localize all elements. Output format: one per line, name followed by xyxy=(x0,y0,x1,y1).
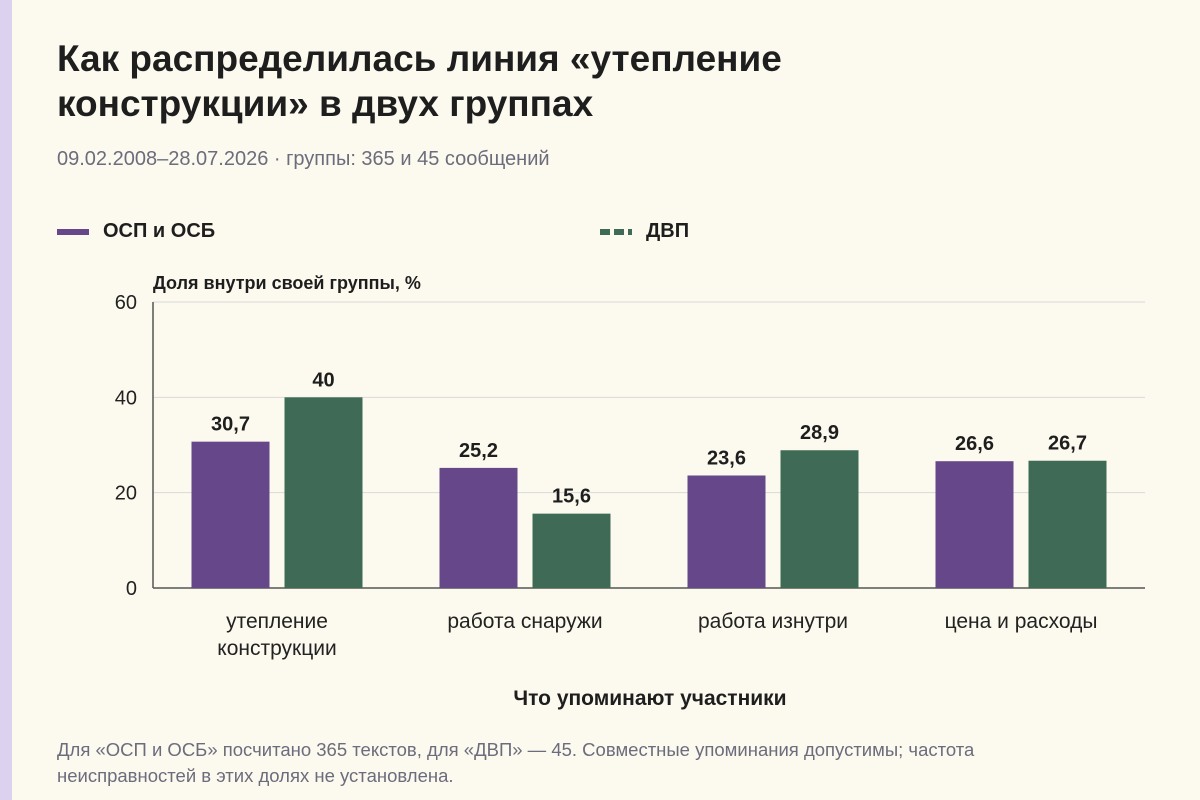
data-label: 23,6 xyxy=(707,448,746,470)
data-label: 28,9 xyxy=(800,422,839,444)
x-tick-label: работа снаружи xyxy=(447,610,602,633)
x-tick-label: работа изнутри xyxy=(698,610,848,633)
x-tick-label: утепление xyxy=(226,610,328,633)
data-label: 30,7 xyxy=(211,414,250,436)
bar-series-2-1 xyxy=(284,397,363,588)
x-axis-title: Что упоминают участники xyxy=(513,687,787,710)
legend-swatch-series-a xyxy=(57,228,89,235)
legend-label-series-a: ОСП и ОСБ xyxy=(103,220,216,242)
y-axis-title: Доля внутри своей группы, % xyxy=(153,273,421,293)
legend-swatch-series-b xyxy=(600,228,632,235)
y-tick-label: 60 xyxy=(115,292,137,314)
data-label: 26,7 xyxy=(1048,433,1087,455)
data-label: 26,6 xyxy=(955,433,994,455)
y-tick-label: 0 xyxy=(126,578,137,600)
data-label: 40 xyxy=(312,369,334,391)
x-tick-label: цена и расходы xyxy=(945,610,1098,633)
x-tick-label: конструкции xyxy=(217,637,336,660)
left-accent-bar xyxy=(0,0,12,800)
y-tick-label: 40 xyxy=(115,387,137,409)
legend-label-series-b: ДВП xyxy=(646,220,690,242)
legend-item-series-b: ДВП xyxy=(600,220,689,243)
footnote: Для «ОСП и ОСБ» посчитано 365 текстов, д… xyxy=(57,739,975,786)
chart-subtitle: 09.02.2008–28.07.2026 · группы: 365 и 45… xyxy=(57,148,550,170)
bar-series-1-4 xyxy=(935,461,1014,588)
y-tick-label: 20 xyxy=(115,483,137,505)
legend-item-series-a: ОСП и ОСБ xyxy=(57,220,215,243)
bar-series-1-2 xyxy=(439,467,518,588)
chart-title: Как распределилась линия «утепление конс… xyxy=(57,38,782,124)
bar-series-2-3 xyxy=(780,450,859,588)
data-label: 15,6 xyxy=(552,486,591,508)
bar-series-2-4 xyxy=(1028,460,1107,588)
bar-series-1-3 xyxy=(687,475,766,588)
bar-series-1-1 xyxy=(191,441,270,588)
data-label: 25,2 xyxy=(459,440,498,462)
bar-series-2-2 xyxy=(532,513,611,588)
